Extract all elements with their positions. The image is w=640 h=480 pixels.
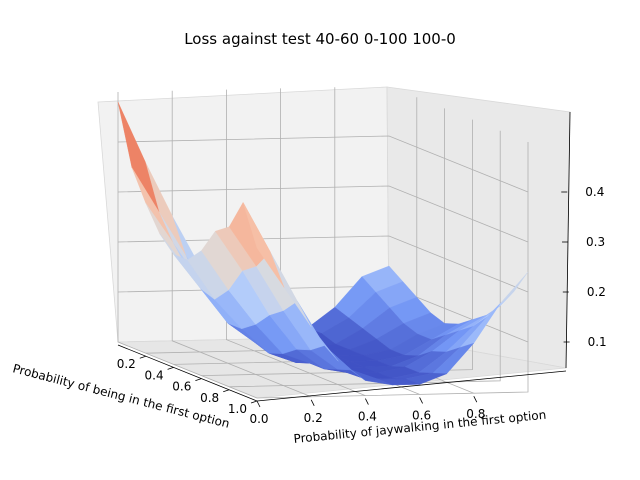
chart-title: Loss against test 40-60 0-100 100-0	[184, 30, 456, 48]
z-gridline	[117, 185, 529, 243]
x-gridline	[201, 119, 473, 376]
x-tick-mark	[167, 367, 174, 370]
y-tick-label: 0.8	[466, 407, 485, 421]
gridlines	[117, 87, 529, 399]
z-tick-label: 0.1	[588, 335, 607, 349]
y-gridline	[171, 90, 312, 398]
y-tick-mark	[473, 396, 478, 403]
y-gridline	[117, 92, 258, 399]
z-gridline	[117, 235, 529, 293]
y-tick-mark	[419, 397, 423, 404]
y-tick-label: 0.6	[412, 408, 431, 422]
z-gridline	[117, 135, 529, 193]
y-tick-mark	[310, 399, 315, 406]
x-tick-label: 0.2	[117, 357, 136, 371]
x-tick-mark	[195, 378, 202, 381]
surface-patch	[242, 202, 285, 288]
x-tick-label: 0.4	[145, 368, 164, 382]
x-gridline	[256, 142, 529, 399]
surface	[117, 101, 529, 386]
y-tick-label: 0.0	[249, 412, 268, 426]
x-tick-label: 1.0	[228, 402, 247, 416]
z-tick-label: 0.3	[586, 235, 605, 249]
x-tick-mark	[250, 400, 258, 404]
x-axis-line	[117, 344, 258, 402]
y-tick-mark	[256, 400, 261, 408]
z-tick-label: 0.4	[585, 185, 604, 199]
y-tick-label: 0.4	[358, 410, 377, 424]
y-axis: 0.0 0.2 0.4 0.6 0.8	[249, 370, 567, 426]
x-tick-mark	[139, 355, 146, 359]
x-gridline	[229, 130, 501, 388]
y-tick-label: 0.2	[304, 411, 323, 425]
x-tick-mark	[223, 389, 230, 393]
y-axis-line	[256, 370, 567, 402]
x-axis: 0.2 0.4 0.6 0.8 1.0	[117, 344, 258, 416]
y-gridline	[225, 89, 366, 396]
x-tick-label: 0.6	[172, 380, 191, 394]
z-axis-line	[565, 111, 571, 369]
z-tick-label: 0.2	[587, 285, 606, 299]
z-axis: 0.1 0.2 0.3 0.4	[561, 111, 607, 369]
y-tick-mark	[365, 398, 369, 405]
x-tick-label: 0.8	[200, 391, 219, 405]
